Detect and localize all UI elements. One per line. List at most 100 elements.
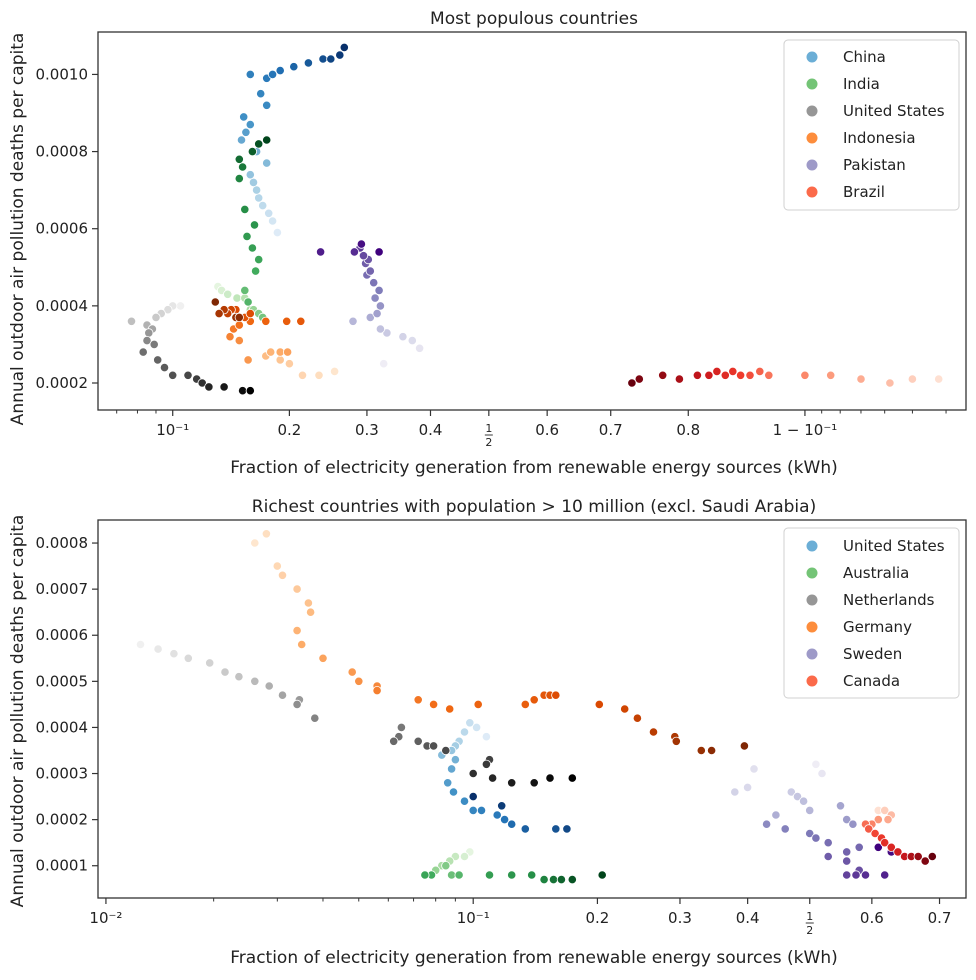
data-point	[210, 297, 220, 307]
legend-item: United States	[806, 102, 945, 120]
data-point	[842, 856, 852, 866]
data-point	[529, 695, 539, 705]
data-point	[441, 745, 451, 756]
data-point	[739, 741, 750, 751]
scatter-points	[135, 529, 937, 885]
data-point	[481, 759, 491, 769]
data-point	[247, 243, 257, 253]
legend-marker	[806, 78, 818, 90]
data-point	[267, 69, 278, 80]
data-point	[245, 386, 255, 396]
data-point	[413, 695, 423, 705]
data-point	[219, 382, 229, 392]
data-point	[243, 355, 253, 365]
data-point	[252, 185, 262, 195]
legend: United States Australia Netherlands Germ…	[783, 527, 960, 699]
data-point	[414, 343, 425, 353]
legend-label: China	[843, 48, 886, 66]
legend-item: Pakistan	[806, 156, 906, 174]
data-point	[632, 713, 643, 723]
data-point	[492, 810, 502, 820]
data-point	[620, 704, 630, 714]
data-point	[275, 66, 285, 76]
data-point	[551, 824, 561, 834]
data-point	[487, 773, 498, 783]
data-point	[142, 335, 152, 346]
legend-marker	[806, 132, 818, 144]
y-tick-label: 0.0005	[36, 672, 89, 690]
legend-item: Australia	[806, 564, 909, 582]
data-point	[761, 819, 772, 829]
data-point	[310, 713, 320, 723]
data-point	[520, 824, 530, 834]
data-point	[893, 847, 903, 857]
data-point	[413, 736, 423, 746]
y-tick-label: 0.0004	[36, 297, 89, 315]
x-tick-label: 0.4	[419, 421, 443, 439]
data-point	[272, 228, 282, 238]
data-point	[420, 870, 430, 880]
data-point	[696, 745, 706, 756]
chart-most-populous: Most populous countries Annual outdoor a…	[8, 9, 967, 478]
data-point	[261, 529, 271, 539]
data-point	[258, 201, 268, 211]
data-point	[735, 370, 746, 380]
data-point	[234, 335, 244, 346]
data-point	[720, 370, 730, 380]
data-point	[379, 359, 389, 369]
data-point	[848, 819, 858, 829]
data-point	[254, 193, 264, 203]
legend-marker	[806, 594, 818, 606]
legend-marker	[806, 567, 818, 579]
data-point	[842, 814, 852, 825]
data-point	[880, 805, 890, 816]
data-point	[358, 251, 369, 261]
data-point	[243, 297, 253, 307]
data-point	[450, 755, 460, 765]
legend-label: United States	[843, 102, 945, 120]
chart-richest-countries: Richest countries with population > 10 m…	[8, 497, 967, 968]
data-point	[499, 814, 510, 825]
legend-label: Canada	[843, 672, 900, 690]
data-point	[771, 810, 781, 820]
y-tick-label: 0.0004	[36, 718, 89, 736]
data-point	[232, 293, 242, 303]
legend-label: Australia	[843, 564, 909, 582]
data-point	[692, 370, 703, 380]
x-tick-label: 0.3	[668, 909, 692, 927]
data-point	[870, 828, 880, 839]
data-point	[913, 851, 923, 862]
data-point	[520, 699, 530, 710]
y-tick-label: 0.0002	[36, 811, 89, 829]
data-point	[805, 828, 815, 839]
x-axis-label: Fraction of electricity generation from …	[230, 948, 838, 968]
data-point	[742, 782, 753, 793]
data-point	[712, 366, 722, 376]
data-point	[153, 355, 163, 365]
data-point	[197, 378, 207, 388]
data-point	[240, 285, 250, 295]
data-point	[204, 382, 214, 392]
data-point	[648, 727, 659, 737]
data-point	[220, 667, 230, 677]
data-point	[562, 824, 572, 834]
data-point	[811, 759, 821, 769]
data-point	[851, 870, 861, 880]
data-point	[297, 370, 308, 380]
x-tick-label: 0.7	[928, 909, 952, 927]
data-point	[262, 100, 272, 110]
data-point	[811, 833, 821, 843]
data-point	[907, 374, 918, 384]
data-point	[934, 374, 944, 384]
data-point	[175, 301, 186, 311]
data-point	[292, 699, 302, 710]
data-point	[240, 204, 250, 214]
data-point	[264, 208, 274, 218]
data-point	[205, 658, 215, 668]
x-tick-label: 0.2	[277, 421, 301, 439]
data-point	[292, 625, 302, 636]
data-point	[249, 220, 260, 230]
legend-box	[783, 527, 960, 699]
y-tick-label: 0.0008	[36, 143, 89, 161]
